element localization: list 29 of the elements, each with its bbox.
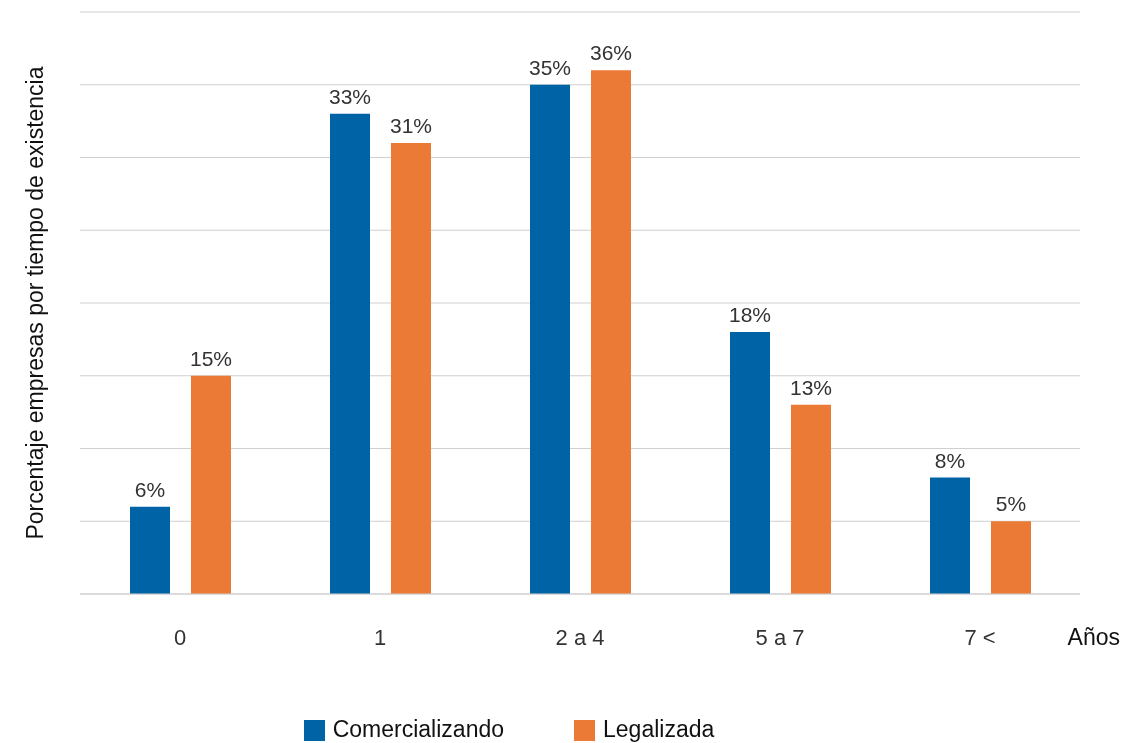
bar	[991, 521, 1031, 594]
x-axis-title: Años	[1067, 624, 1120, 650]
bar	[930, 477, 970, 594]
x-tick-label: 1	[373, 624, 387, 650]
bar	[330, 113, 370, 594]
y-axis-title: Porcentaje empresas por tiempo de existencia	[22, 66, 49, 540]
data-label: 31%	[389, 113, 433, 137]
data-label: 18%	[728, 303, 772, 327]
x-tick-label: 2 a 4	[555, 624, 605, 650]
bar	[530, 84, 570, 594]
legend-label: Comercializando	[332, 716, 505, 742]
data-label: 15%	[189, 346, 233, 370]
data-label: 8%	[934, 448, 966, 472]
bar	[391, 142, 431, 594]
x-tick-label: 7 <	[964, 624, 996, 650]
legend-label: Legalizada	[603, 716, 715, 742]
data-label: 5%	[995, 492, 1027, 516]
bar	[130, 506, 170, 594]
bar	[791, 404, 831, 594]
bar	[730, 332, 770, 594]
bar	[191, 375, 231, 594]
x-tick-label: 5 a 7	[755, 624, 805, 650]
data-label: 6%	[134, 477, 166, 501]
data-label: 33%	[328, 84, 372, 108]
x-tick-label: 0	[173, 624, 187, 650]
data-label: 35%	[528, 55, 572, 79]
bar	[591, 70, 631, 594]
data-label: 36%	[589, 41, 633, 65]
data-label: 13%	[789, 375, 833, 399]
